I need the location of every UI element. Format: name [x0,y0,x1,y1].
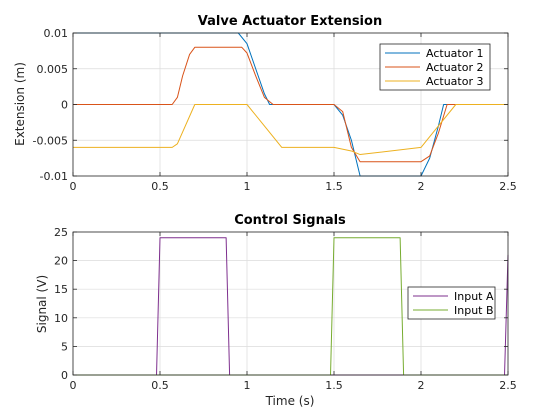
x-axis-label: Time (s) [265,394,315,408]
series-line-actuator-3 [73,104,508,156]
x-tick-label: 0 [70,379,77,392]
y-axis-label: Extension (m) [13,62,27,146]
y-tick-label: 25 [54,226,68,239]
series-line-actuator-1 [73,32,508,177]
y-tick-label: 0.01 [44,27,69,40]
x-tick-label: 2 [418,379,425,392]
y-tick-label: 0 [61,99,68,112]
x-tick-label: 2.5 [499,379,517,392]
x-tick-label: 0 [70,180,77,193]
y-tick-label: -0.01 [40,170,68,183]
y-axis-label: Signal (V) [35,275,49,333]
chart-control-signals: 0 0.5 1 1.5 2 2.5 0 5 10 15 20 25 Control Signals S… [35,213,517,408]
tick-labels: 0 0.5 1 1.5 2 2.5 0 5 10 15 20 25 [54,226,517,392]
y-tick-label: 0.005 [37,63,69,76]
legend-label-input-a: Input A [454,290,494,303]
x-tick-label: 2 [418,180,425,193]
x-tick-label: 1 [244,180,251,193]
x-tick-label: 2.5 [499,180,517,193]
y-tick-label: 15 [54,283,68,296]
legend-label-actuator-1: Actuator 1 [426,47,483,60]
series-lines [73,32,508,177]
y-tick-label: 10 [54,312,68,325]
chart-title: Control Signals [234,213,346,228]
axes-frame [72,231,509,376]
legend-label-input-b: Input B [454,304,494,317]
tick-labels: 0 0.5 1 1.5 2 2.5 -0.01 -0.005 0 0.005 0.01 [33,27,517,193]
legend-box [407,286,496,320]
x-tick-label: 1.5 [325,180,343,193]
y-tick-label: -0.005 [33,134,68,147]
legend-label-actuator-2: Actuator 2 [426,61,483,74]
legend-label-actuator-3: Actuator 3 [426,75,483,88]
x-tick-label: 1.5 [325,379,343,392]
chart-title: Valve Actuator Extension [198,14,382,29]
y-tick-label: 5 [61,340,68,353]
y-tick-label: 0 [61,369,68,382]
x-tick-label: 1 [244,379,251,392]
series-line-actuator-2 [73,46,508,163]
x-tick-label: 0.5 [151,379,169,392]
x-tick-label: 0.5 [151,180,169,193]
chart-valve-actuator-extension: 0 0.5 1 1.5 2 2.5 -0.01 -0.005 0 0.005 0.01 Valve … [13,14,517,193]
y-tick-label: 20 [54,255,68,268]
